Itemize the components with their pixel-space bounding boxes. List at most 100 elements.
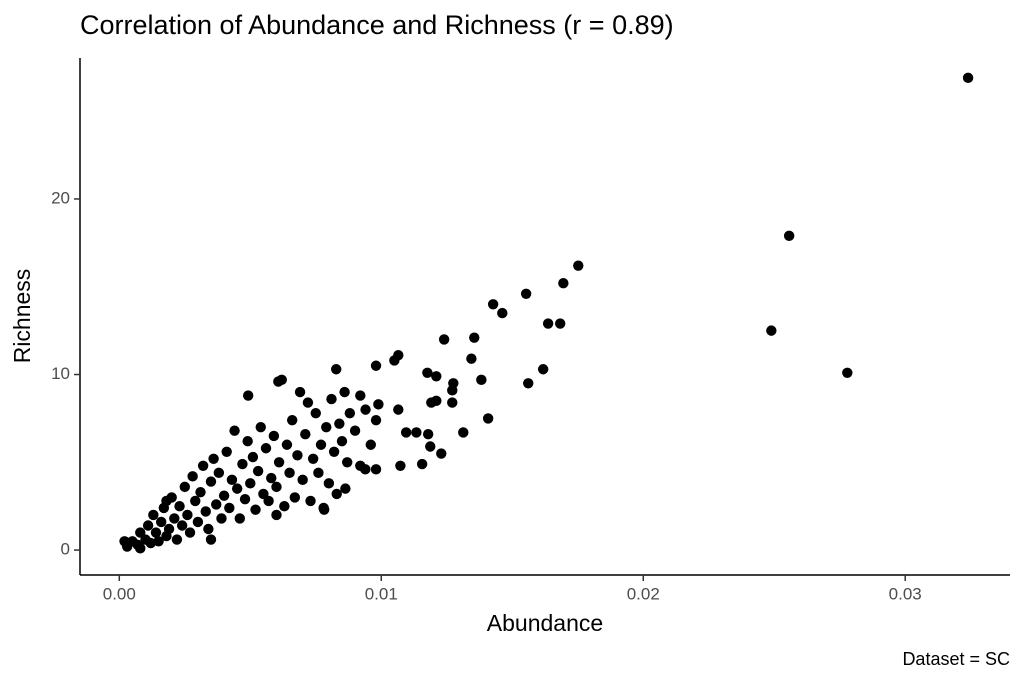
- point: [331, 364, 342, 375]
- point: [242, 436, 253, 447]
- caption: Dataset = SC: [902, 649, 1010, 669]
- point: [247, 451, 259, 463]
- point: [263, 495, 274, 507]
- point: [150, 527, 162, 538]
- point: [842, 367, 853, 378]
- point: [436, 448, 447, 459]
- point: [520, 288, 532, 299]
- point: [281, 439, 293, 450]
- point: [305, 495, 316, 507]
- point: [224, 502, 235, 514]
- point: [340, 483, 351, 494]
- point: [342, 457, 353, 468]
- point: [558, 278, 569, 289]
- point: [234, 513, 246, 524]
- point: [300, 429, 311, 440]
- point: [279, 500, 290, 512]
- point: [195, 486, 206, 498]
- point: [458, 427, 469, 438]
- point: [783, 230, 795, 242]
- point: [252, 465, 264, 477]
- point: [355, 460, 366, 472]
- point: [163, 523, 175, 535]
- point: [255, 421, 266, 433]
- x-axis-label: Abundance: [487, 610, 603, 636]
- point: [389, 355, 400, 366]
- point: [135, 543, 146, 554]
- point: [395, 460, 406, 472]
- point: [370, 360, 382, 371]
- point: [182, 509, 193, 521]
- point: [537, 364, 549, 375]
- point: [334, 418, 345, 429]
- point: [284, 467, 295, 479]
- point: [292, 450, 303, 461]
- x-tick-label: 0.01: [365, 584, 398, 603]
- point: [466, 353, 477, 364]
- point: [349, 425, 361, 436]
- point: [266, 472, 277, 484]
- point: [302, 397, 314, 408]
- point: [422, 367, 433, 378]
- point: [239, 493, 251, 505]
- point: [339, 386, 350, 398]
- point: [344, 407, 356, 419]
- point: [476, 374, 487, 385]
- point: [315, 439, 327, 450]
- point: [373, 399, 384, 410]
- point: [447, 385, 458, 396]
- point: [297, 474, 308, 486]
- point: [271, 481, 282, 493]
- point: [242, 390, 254, 401]
- point: [187, 471, 198, 482]
- point: [400, 427, 412, 438]
- point: [161, 495, 172, 507]
- point: [205, 534, 217, 545]
- point: [119, 536, 130, 547]
- point: [523, 378, 534, 389]
- point: [365, 439, 376, 450]
- x-tick-label: 0.00: [103, 584, 136, 603]
- point: [307, 453, 319, 464]
- point: [554, 318, 566, 329]
- chart-title: Correlation of Abundance and Richness (r…: [80, 10, 674, 40]
- point: [294, 386, 306, 398]
- point: [331, 488, 342, 500]
- point: [250, 504, 261, 515]
- point: [205, 476, 217, 487]
- point: [221, 446, 232, 457]
- point: [271, 509, 282, 521]
- point: [326, 393, 337, 405]
- point: [321, 421, 332, 433]
- point: [355, 390, 366, 401]
- y-tick-label: 10: [51, 364, 70, 383]
- point: [313, 467, 324, 479]
- point: [482, 413, 494, 424]
- point: [190, 495, 201, 507]
- point: [328, 446, 340, 457]
- point: [370, 464, 382, 475]
- point: [962, 72, 974, 84]
- y-tick-label: 20: [51, 188, 70, 207]
- point: [425, 441, 436, 452]
- point: [260, 443, 272, 454]
- point: [176, 520, 188, 531]
- point: [148, 509, 159, 521]
- point: [370, 414, 382, 426]
- point: [766, 325, 777, 336]
- point: [411, 427, 422, 438]
- point: [216, 513, 227, 524]
- point: [156, 516, 167, 528]
- point: [245, 478, 256, 489]
- point: [469, 332, 480, 343]
- point: [497, 307, 508, 319]
- point: [153, 536, 164, 547]
- point: [360, 404, 371, 415]
- point: [197, 460, 209, 472]
- point: [231, 483, 243, 494]
- point: [273, 457, 285, 468]
- y-axis-label: Richness: [9, 269, 35, 364]
- point: [142, 520, 154, 531]
- x-tick-label: 0.03: [889, 584, 922, 603]
